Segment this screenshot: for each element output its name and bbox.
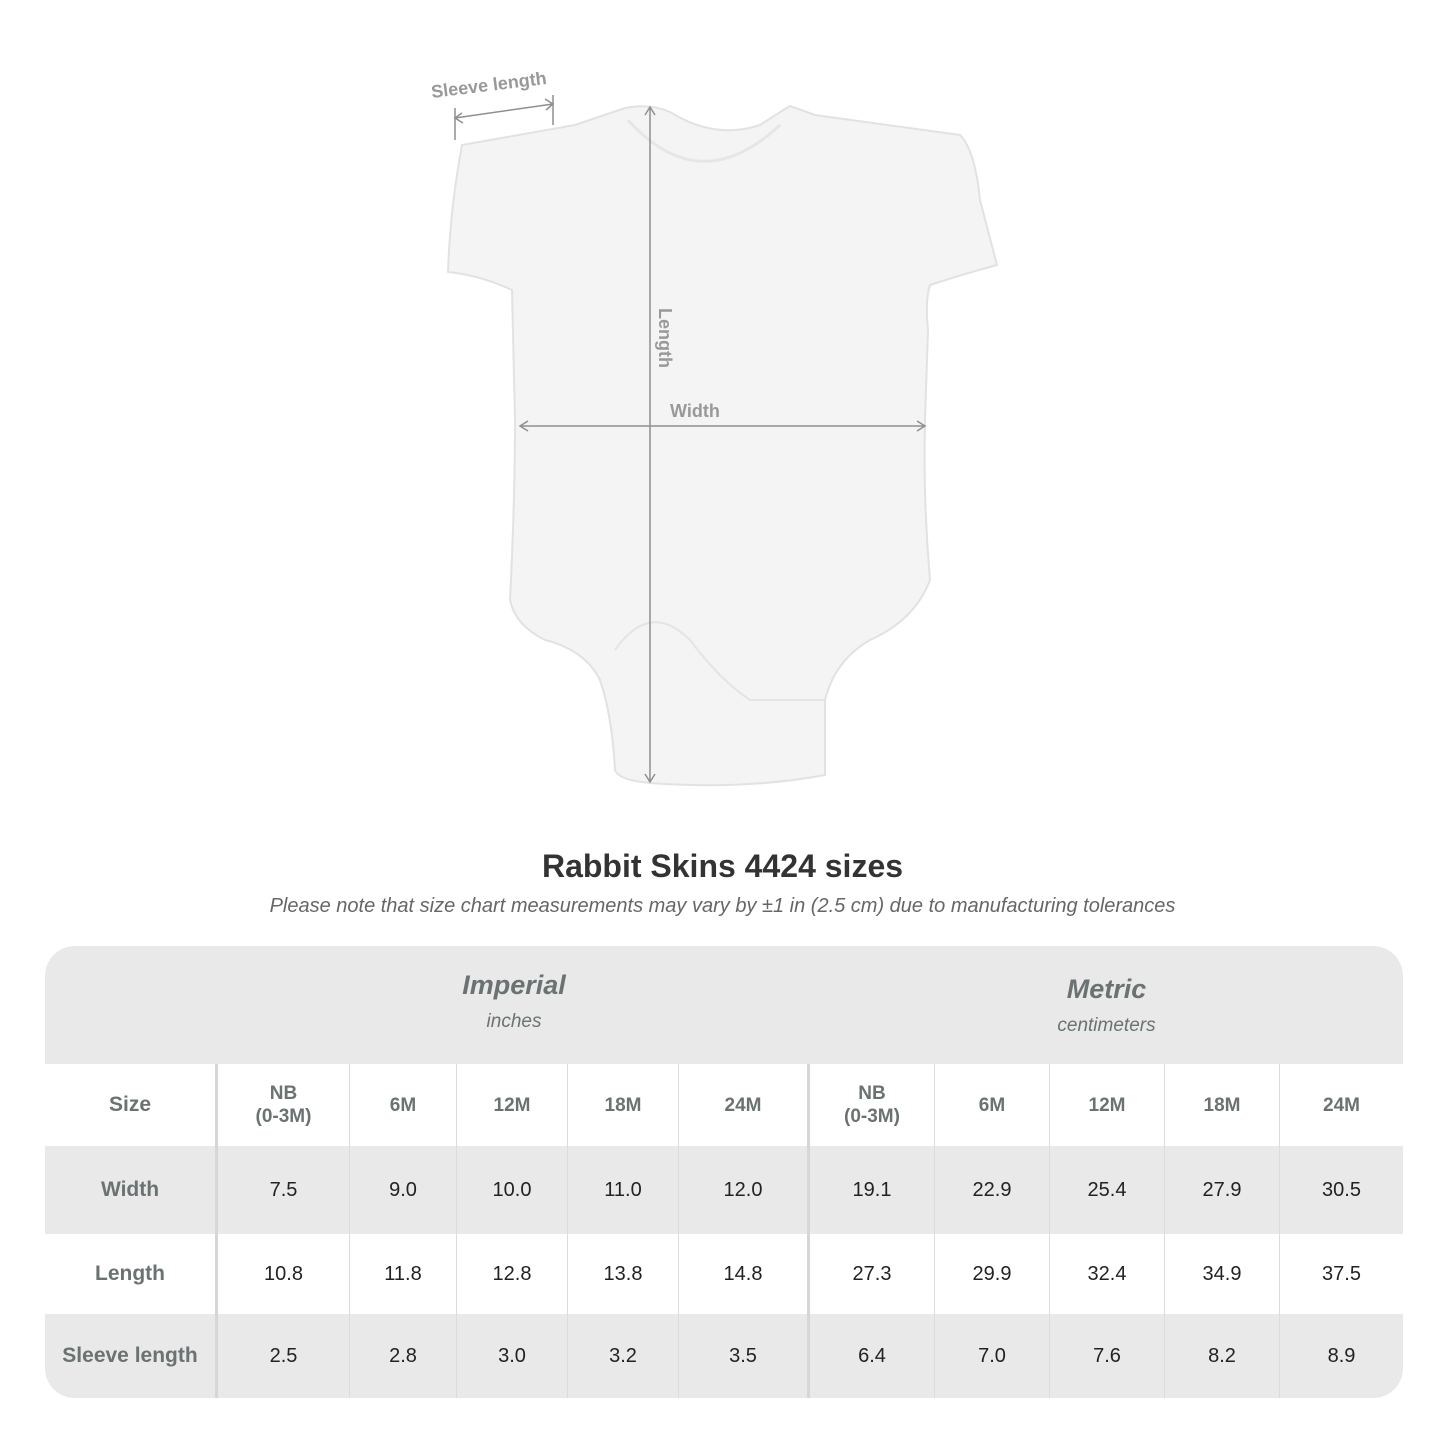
metric-value: 29.9 bbox=[935, 1234, 1050, 1314]
size-header-imperial: 12M bbox=[457, 1064, 568, 1146]
sleeve-length-label: Sleeve length bbox=[430, 68, 548, 102]
imperial-value: 10.8 bbox=[218, 1234, 350, 1314]
imperial-header: Imperial inches bbox=[218, 970, 810, 1088]
metric-value: 32.4 bbox=[1050, 1234, 1165, 1314]
measurement-lines bbox=[453, 95, 927, 784]
imperial-value: 10.0 bbox=[457, 1146, 568, 1234]
imperial-value: 2.8 bbox=[350, 1314, 457, 1398]
size-label: Size bbox=[45, 1064, 218, 1146]
imperial-value: 14.8 bbox=[679, 1234, 810, 1314]
metric-value: 19.1 bbox=[810, 1146, 935, 1234]
chart-title: Rabbit Skins 4424 sizes bbox=[541, 848, 904, 884]
metric-value: 30.5 bbox=[1322, 1178, 1361, 1201]
size-header-row: Size NB (0-3M) 6M 12M 18M 24M NB (0-3M) 6M 12M 18M 2… bbox=[45, 1064, 1403, 1146]
metric-value: 37.5 bbox=[1322, 1262, 1361, 1285]
imperial-value: 11.8 bbox=[350, 1234, 457, 1314]
imperial-value: 3.0 bbox=[457, 1314, 568, 1398]
imperial-value: 13.8 bbox=[568, 1234, 679, 1314]
metric-value: 8.2 bbox=[1165, 1314, 1280, 1398]
metric-value: 27.9 bbox=[1165, 1146, 1280, 1234]
size-header-metric: 24M bbox=[1323, 1094, 1360, 1116]
row-label: Sleeve length bbox=[45, 1314, 218, 1398]
metric-value: 25.4 bbox=[1050, 1146, 1165, 1234]
metric-value: 34.9 bbox=[1165, 1234, 1280, 1314]
row-label: Width bbox=[45, 1146, 218, 1234]
size-header-imperial: 6M bbox=[350, 1064, 457, 1146]
metric-unit: centimeters bbox=[1057, 1015, 1156, 1036]
metric-value: 7.0 bbox=[935, 1314, 1050, 1398]
imperial-value: 7.5 bbox=[218, 1146, 350, 1234]
size-header-metric: 6M bbox=[935, 1064, 1050, 1146]
metric-value: 8.9 bbox=[1327, 1344, 1356, 1367]
imperial-value: 12.8 bbox=[457, 1234, 568, 1314]
length-label: Length bbox=[655, 308, 675, 368]
metric-header: Metric centimeters bbox=[810, 974, 1403, 1092]
table-row: Length 10.8 11.8 12.8 13.8 14.8 27.3 29.9 32.4 34… bbox=[45, 1234, 1403, 1314]
size-header-imperial: NB (0-3M) bbox=[218, 1064, 350, 1146]
table-row: Width 7.5 9.0 10.0 11.0 12.0 19.1 22.9 25.4 27.9 3… bbox=[45, 1146, 1403, 1234]
imperial-value: 9.0 bbox=[350, 1146, 457, 1234]
imperial-value: 3.5 bbox=[679, 1314, 810, 1398]
size-header-metric: NB (0-3M) bbox=[810, 1064, 935, 1146]
imperial-value: 3.2 bbox=[568, 1314, 679, 1398]
size-header-metric: 18M bbox=[1165, 1064, 1280, 1146]
onesie-garment bbox=[446, 104, 999, 787]
imperial-value: 12.0 bbox=[679, 1146, 810, 1234]
width-label: Width bbox=[670, 401, 720, 421]
metric-value: 22.9 bbox=[935, 1146, 1050, 1234]
size-header-imperial: 24M bbox=[679, 1064, 810, 1146]
onesie-diagram: Sleeve length Length Width bbox=[430, 68, 999, 787]
metric-value: 6.4 bbox=[810, 1314, 935, 1398]
size-header-imperial: 18M bbox=[568, 1064, 679, 1146]
imperial-value: 11.0 bbox=[568, 1146, 679, 1234]
size-header-metric: 12M bbox=[1050, 1064, 1165, 1146]
imperial-value: 2.5 bbox=[218, 1314, 350, 1398]
metric-value: 7.6 bbox=[1050, 1314, 1165, 1398]
imperial-title: Imperial bbox=[462, 970, 566, 1000]
table-row: Sleeve length 2.5 2.8 3.0 3.2 3.5 6.4 7.0 7.6 8.2… bbox=[45, 1314, 1403, 1398]
size-table: Imperial inches Metric centimeters Size N… bbox=[45, 946, 1403, 1398]
tolerance-note: Please note that size chart measurements… bbox=[269, 895, 1176, 917]
metric-title: Metric bbox=[1066, 974, 1147, 1004]
row-label: Length bbox=[45, 1234, 218, 1314]
metric-value: 27.3 bbox=[810, 1234, 935, 1314]
imperial-unit: inches bbox=[486, 1011, 542, 1032]
